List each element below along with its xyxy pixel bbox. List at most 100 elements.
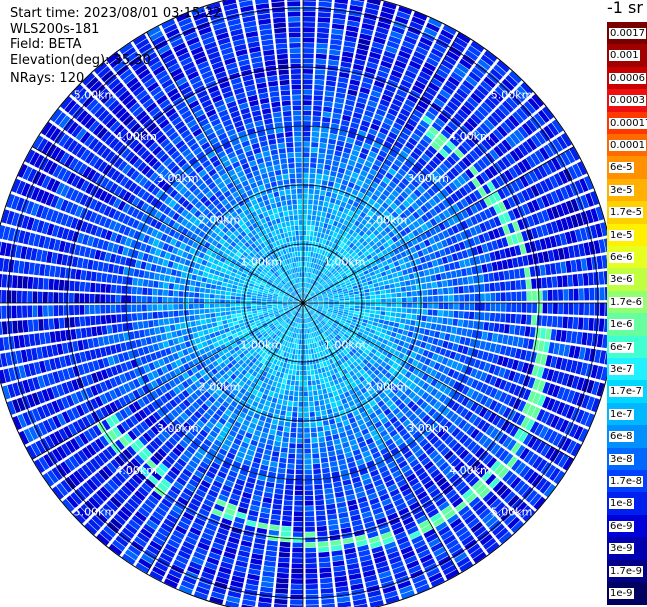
heatmap-cell [313, 303, 319, 305]
heatmap-cell [351, 331, 357, 337]
heatmap-cell [469, 311, 475, 320]
heatmap-cell [389, 465, 400, 474]
heatmap-cell [299, 313, 302, 318]
heatmap-cell [261, 576, 275, 583]
heatmap-cell [387, 359, 395, 367]
heatmap-cell [408, 325, 415, 332]
heatmap-cell [348, 417, 356, 424]
heatmap-cell [183, 487, 194, 497]
heatmap-cell [279, 457, 287, 464]
heatmap-cell [398, 323, 405, 329]
heatmap-cell [347, 568, 361, 575]
heatmap-cell [400, 545, 414, 555]
heatmap-cell [447, 342, 454, 350]
heatmap-cell [562, 316, 568, 329]
heatmap-cell [134, 490, 146, 502]
heatmap-cell [115, 535, 129, 548]
heatmap-cell [352, 426, 361, 434]
heatmap-cell [362, 450, 371, 458]
heatmap-cell [157, 304, 163, 311]
heatmap-cell [519, 447, 530, 460]
heatmap-cell [246, 306, 252, 309]
heatmap-cell [293, 343, 297, 349]
heatmap-cell [270, 332, 276, 338]
heatmap-cell [90, 282, 96, 293]
heatmap-cell [370, 306, 376, 310]
heatmap-cell [442, 340, 449, 349]
heatmap-cell [172, 447, 182, 457]
heatmap-cell [272, 327, 278, 333]
heatmap-cell [366, 369, 373, 376]
heatmap-cell [502, 453, 514, 465]
heatmap-cell [244, 358, 251, 365]
heatmap-cell [424, 358, 432, 366]
heatmap-cell [394, 398, 403, 407]
heatmap-cell [427, 407, 437, 417]
heatmap-cell [381, 376, 388, 383]
heatmap-cell [121, 295, 126, 303]
heatmap-cell [49, 331, 56, 343]
heatmap-cell [177, 264, 184, 271]
heatmap-cell [412, 394, 421, 403]
heatmap-cell [455, 501, 467, 512]
heatmap-cell [376, 327, 382, 332]
heatmap-cell [399, 393, 408, 402]
heatmap-cell [297, 360, 300, 365]
heatmap-cell [0, 305, 2, 319]
heatmap-cell [307, 328, 310, 334]
heatmap-cell [128, 519, 141, 531]
heatmap-cell [304, 490, 314, 496]
heatmap-cell [270, 519, 281, 526]
heatmap-cell [372, 404, 380, 412]
heatmap-cell [256, 305, 262, 308]
heatmap-cell [319, 378, 325, 384]
heatmap-cell [540, 411, 551, 424]
heatmap-cell [521, 362, 530, 374]
heatmap-cell [188, 304, 194, 309]
heatmap-cell [282, 334, 287, 340]
heatmap-cell [470, 402, 479, 412]
heatmap-cell [461, 385, 470, 396]
heatmap-cell [498, 392, 508, 403]
heatmap-cell [274, 365, 279, 371]
heatmap-cell [377, 400, 385, 408]
heatmap-cell [273, 358, 278, 365]
heatmap-cell [603, 318, 607, 333]
heatmap-cell [243, 486, 254, 494]
heatmap-cell [385, 399, 394, 408]
heatmap-cell [70, 268, 77, 280]
heatmap-cell [235, 296, 241, 300]
heatmap-cell [273, 446, 281, 452]
heatmap-cell [419, 424, 428, 434]
heatmap-cell [314, 331, 318, 337]
heatmap-cell [404, 492, 415, 502]
heatmap-cell [256, 479, 266, 487]
heatmap-cell [113, 264, 120, 274]
heatmap-cell [455, 445, 466, 456]
heatmap-cell [457, 344, 464, 353]
heatmap-cell [438, 525, 451, 536]
heatmap-cell [201, 532, 214, 541]
heatmap-cell [389, 488, 400, 497]
heatmap-cell [109, 496, 122, 508]
heatmap-cell [586, 379, 595, 394]
heatmap-cell [293, 364, 297, 370]
heatmap-cell [120, 485, 133, 497]
heatmap-cell [411, 482, 422, 492]
heatmap-cell [290, 584, 303, 590]
heatmap-cell [515, 501, 528, 515]
heatmap-cell [167, 538, 180, 549]
heatmap-cell [207, 273, 214, 279]
heatmap-cell [389, 556, 402, 565]
heatmap-cell [307, 370, 311, 376]
heatmap-cell [157, 257, 164, 266]
heatmap-cell [312, 359, 316, 365]
heatmap-cell [295, 469, 303, 475]
heatmap-cell [190, 498, 202, 507]
heatmap-cell [346, 329, 353, 334]
heatmap-cell [241, 309, 247, 313]
heatmap-cell [293, 401, 298, 407]
heatmap-cell [105, 294, 111, 303]
heatmap-cell [320, 582, 333, 589]
heatmap-cell [84, 282, 91, 292]
